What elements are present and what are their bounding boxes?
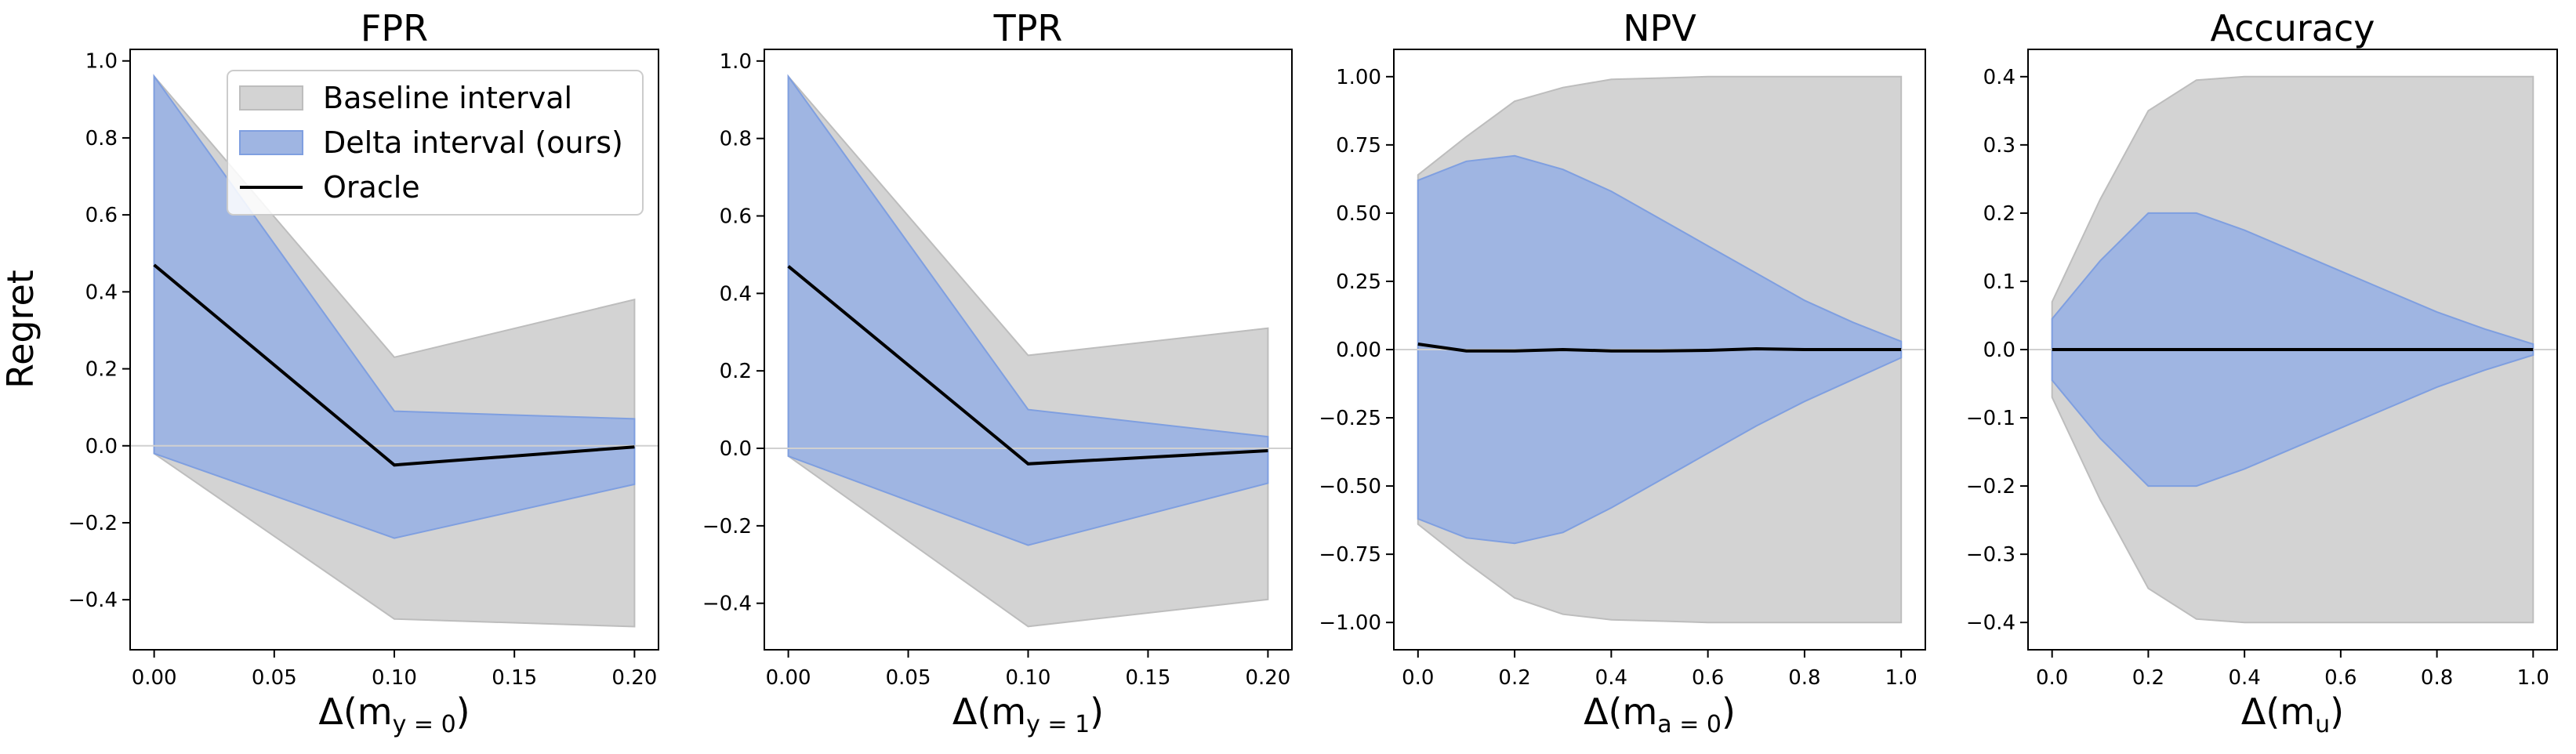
legend: Baseline interval Delta interval (ours) Or… bbox=[227, 70, 644, 216]
panels: 0.00 0.05 0.10 0.15 0.20 −0.4 −0.2 0.0 0.2 0.4 0.6… bbox=[68, 7, 2558, 738]
delta-interval-band bbox=[153, 74, 636, 539]
x-axis-label-subscript: u bbox=[2315, 711, 2330, 738]
y-tick-label: 0.1 bbox=[1983, 270, 2015, 294]
x-tick-label: 0.4 bbox=[2228, 666, 2260, 690]
y-tick-label: 0.2 bbox=[720, 360, 752, 383]
x-axis-label-subscript: a = 0 bbox=[1657, 711, 1722, 738]
y-tick-label: −0.3 bbox=[1966, 543, 2015, 567]
y-tick-label: 1.0 bbox=[720, 50, 752, 74]
panel-title: TPR bbox=[993, 7, 1063, 49]
x-tick-label: 1.0 bbox=[2517, 666, 2549, 690]
x-tick-label: 0.00 bbox=[766, 666, 811, 690]
figure-y-axis-label: Regret bbox=[0, 270, 42, 389]
x-axis-label: Δ(ma = 0) bbox=[1584, 691, 1736, 738]
x-tick-label: 0.4 bbox=[1595, 666, 1627, 690]
y-tick-label: −0.50 bbox=[1319, 475, 1381, 498]
y-tick-label: −0.1 bbox=[1966, 407, 2015, 430]
x-axis-label-main: Δ(m bbox=[318, 691, 392, 733]
y-tick-label: 0.4 bbox=[85, 281, 118, 304]
y-tick-label: 1.0 bbox=[85, 50, 118, 74]
y-tick-label: −0.4 bbox=[1966, 611, 2015, 635]
y-tick-label: 0.0 bbox=[1983, 339, 2015, 362]
y-tick-label: 0.75 bbox=[1336, 134, 1381, 158]
x-axis-label-main: Δ(m bbox=[952, 691, 1026, 733]
y-tick-label: 0.6 bbox=[85, 204, 118, 227]
x-tick-label: 0.0 bbox=[2036, 666, 2068, 690]
panel-2: 0.00 0.05 0.10 0.15 0.20 −0.4 −0.2 0.0 0.2 0.4 0.6… bbox=[702, 7, 1293, 738]
x-tick-label: 0.6 bbox=[1692, 666, 1724, 690]
x-axis-label-tail: ) bbox=[1722, 691, 1736, 733]
x-tick-label: 0.6 bbox=[2324, 666, 2356, 690]
y-tick-label: −0.2 bbox=[1966, 475, 2015, 498]
y-tick-label: −0.75 bbox=[1319, 543, 1381, 567]
panel-title: NPV bbox=[1623, 7, 1696, 49]
oracle-line bbox=[153, 263, 635, 467]
panel-1: 0.00 0.05 0.10 0.15 0.20 −0.4 −0.2 0.0 0.2 0.4 0.6… bbox=[68, 7, 659, 738]
x-tick-label: 0.2 bbox=[1498, 666, 1530, 690]
x-tick-label: 0.0 bbox=[1402, 666, 1434, 690]
x-tick-label: 1.0 bbox=[1885, 666, 1917, 690]
y-tick-label: 0.2 bbox=[85, 358, 118, 382]
x-axis-label-tail: ) bbox=[1090, 691, 1104, 733]
x-tick-label: 0.15 bbox=[492, 666, 537, 690]
x-axis-label-subscript: y = 0 bbox=[393, 711, 456, 738]
x-tick-label: 0.10 bbox=[1006, 666, 1051, 690]
y-tick-label: −0.4 bbox=[702, 593, 752, 616]
oracle-line bbox=[1417, 343, 1902, 353]
x-tick-label: 0.8 bbox=[2421, 666, 2453, 690]
y-tick-label: −0.2 bbox=[68, 512, 118, 535]
panel-3: 0.0 0.2 0.4 0.6 0.8 1.0 −1.00 −0.75 −0.50 −0.25 0.… bbox=[1319, 7, 1926, 738]
x-tick-label: 0.10 bbox=[372, 666, 417, 690]
x-axis-label: Δ(mu) bbox=[2241, 691, 2344, 738]
x-tick-label: 0.8 bbox=[1788, 666, 1820, 690]
y-tick-label: 0.3 bbox=[1983, 134, 2015, 158]
y-tick-label: 0.8 bbox=[720, 128, 752, 151]
y-tick-label: −1.00 bbox=[1319, 611, 1381, 635]
legend-label: Delta interval (ours) bbox=[323, 125, 623, 160]
y-tick-label: 0.4 bbox=[1983, 66, 2015, 89]
x-tick-label: 0.00 bbox=[132, 666, 177, 690]
oracle-line bbox=[787, 265, 1268, 466]
y-tick-label: 0.0 bbox=[85, 435, 118, 459]
panel-4: 0.0 0.2 0.4 0.6 0.8 1.0 −0.4 −0.3 −0.2 −0.1 0.0 0.1… bbox=[1966, 7, 2558, 738]
panel-title: Accuracy bbox=[2210, 7, 2375, 49]
x-axis-label-tail: ) bbox=[2330, 691, 2344, 733]
x-tick-label: 0.05 bbox=[886, 666, 931, 690]
y-tick-label: 0.4 bbox=[720, 282, 752, 306]
legend-frame bbox=[227, 70, 644, 216]
x-axis-label-main: Δ(m bbox=[1584, 691, 1657, 733]
y-tick-label: 0.0 bbox=[720, 437, 752, 461]
y-tick-label: 1.00 bbox=[1336, 66, 1381, 89]
x-tick-label: 0.2 bbox=[2132, 666, 2164, 690]
x-tick-label: 0.20 bbox=[1245, 666, 1290, 690]
y-tick-label: 0.2 bbox=[1983, 202, 2015, 226]
x-tick-label: 0.20 bbox=[611, 666, 657, 690]
legend-swatch bbox=[239, 85, 303, 111]
y-tick-label: 0.8 bbox=[85, 127, 118, 150]
y-tick-label: 0.6 bbox=[720, 205, 752, 229]
y-tick-label: 0.25 bbox=[1336, 270, 1381, 294]
x-axis-label-subscript: y = 1 bbox=[1026, 711, 1090, 738]
x-tick-label: 0.05 bbox=[252, 666, 297, 690]
legend-label: Baseline interval bbox=[323, 81, 572, 115]
y-tick-label: 0.50 bbox=[1336, 202, 1381, 226]
x-axis-label-main: Δ(m bbox=[2241, 691, 2315, 733]
x-axis-label: Δ(my = 1) bbox=[952, 691, 1104, 738]
y-tick-label: −0.25 bbox=[1319, 407, 1381, 430]
x-axis-label: Δ(my = 0) bbox=[318, 691, 470, 738]
legend-swatch bbox=[239, 130, 303, 155]
x-tick-label: 0.15 bbox=[1126, 666, 1171, 690]
y-tick-label: −0.4 bbox=[68, 589, 118, 612]
panel-title: FPR bbox=[361, 7, 428, 49]
y-tick-label: 0.00 bbox=[1336, 339, 1381, 362]
x-axis-label-tail: ) bbox=[456, 691, 470, 733]
y-tick-label: −0.2 bbox=[702, 515, 752, 538]
legend-label: Oracle bbox=[323, 170, 420, 205]
delta-interval-band bbox=[787, 74, 1269, 546]
